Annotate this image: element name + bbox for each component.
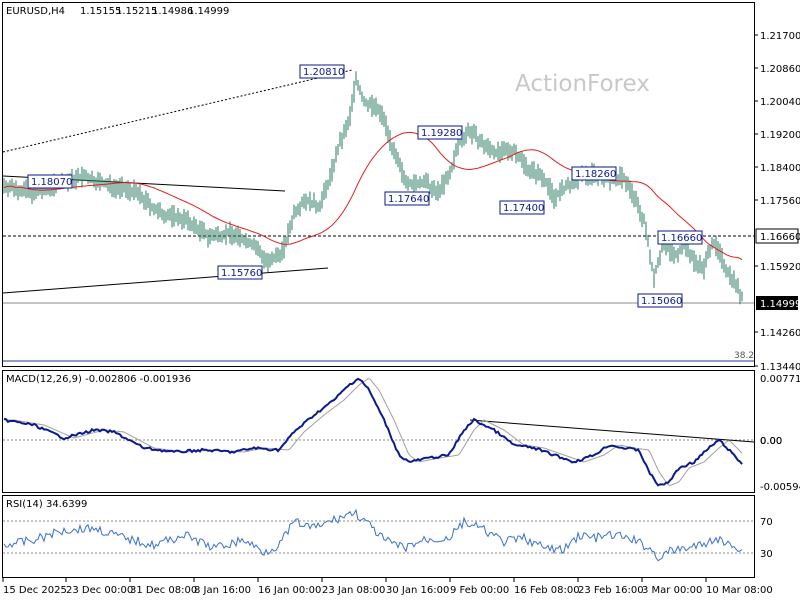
annotation-box — [571, 166, 617, 181]
rsi-title: RSI(14) 34.6399 — [6, 499, 87, 510]
macd-tick-label: 0.00 — [760, 436, 782, 447]
annotation-box — [217, 265, 263, 280]
price-bars — [3, 71, 743, 305]
current-price-text: 1.14999 — [760, 299, 800, 310]
rsi-panel-frame — [2, 495, 755, 578]
time-tick-label: 31 Dec 08:00 — [130, 585, 197, 596]
annotation-box — [417, 125, 463, 140]
time-tick-label: 23 Dec 00:00 — [66, 585, 133, 596]
dotted-trendline — [2, 69, 353, 153]
trendlines — [2, 69, 754, 362]
annotation-box — [384, 191, 430, 206]
macd-tick-label: 0.00 — [760, 436, 782, 447]
ma-line — [3, 131, 743, 261]
macd-signal-line — [4, 378, 743, 487]
annotation-label: 1.16660 — [661, 233, 702, 244]
low-value: 1.14986 — [152, 6, 193, 17]
annotation-label: 1.17400 — [503, 203, 544, 214]
time-tick-label: 23 Jan 08:00 — [322, 585, 385, 596]
macd-panel-frame — [2, 370, 755, 493]
lower-channel-line — [2, 267, 329, 294]
symbol-label: EURUSD,H4 — [6, 6, 65, 17]
current-price-box — [756, 296, 798, 310]
price-tick-label: 1.13440 — [760, 362, 800, 373]
annotation-label: 1.15760 — [221, 268, 262, 279]
price-tick-label: 1.18400 — [760, 163, 800, 174]
level-marker-text: 1.16660 — [760, 232, 800, 243]
annotation-box — [27, 174, 73, 189]
annotation-label: 1.20810 — [303, 67, 344, 78]
rsi-tick-label: 30 — [760, 549, 773, 560]
price-tick-label: 1.21700 — [760, 31, 800, 42]
time-tick-label: 23 Feb 16:00 — [578, 585, 644, 596]
time-tick-label: 3 Mar 00:00 — [642, 585, 702, 596]
macd-tick-label: 0.007712 — [760, 374, 800, 385]
annotation-label: 1.19280 — [421, 128, 462, 139]
price-tick-label: 1.14260 — [760, 328, 800, 339]
price-tick-label: 1.15920 — [760, 262, 800, 273]
macd-trendline — [469, 419, 755, 443]
open-value: 1.15155 — [80, 6, 121, 17]
time-tick-label: 8 Jan 16:00 — [194, 585, 251, 596]
price-tick-label: 1.20040 — [760, 97, 800, 108]
watermark: ActionForex — [515, 71, 650, 97]
macd-axis: 0.0077120.000.00-0.005944 — [760, 374, 800, 493]
rsi-axis: 70 30 — [760, 517, 773, 560]
rsi-tick-label: 70 — [760, 517, 773, 528]
annotation-label: 1.18070 — [31, 177, 72, 188]
time-tick-label: 16 Feb 08:00 — [514, 585, 580, 596]
annotation-box — [299, 64, 345, 79]
price-tick-label: 1.20860 — [760, 64, 800, 75]
rsi-line — [3, 508, 754, 562]
annotation-box — [657, 230, 703, 245]
rsi-line — [3, 508, 743, 562]
annotation-label: 1.17640 — [388, 194, 429, 205]
macd-lines — [3, 377, 755, 487]
macd-tick-label: -0.005944 — [760, 482, 800, 493]
price-tick-label: 1.19200 — [760, 130, 800, 141]
level-marker-box — [755, 228, 799, 244]
price-axis: 1.21700 1.20860 1.20040 1.19200 1.18400 1.175… — [754, 31, 800, 373]
close-value: 1.14999 — [188, 6, 229, 17]
high-value: 1.15215 — [116, 6, 157, 17]
annotation-box — [637, 293, 683, 308]
moving-average — [3, 131, 743, 261]
price-panel-frame — [2, 2, 755, 367]
price-tick-label: 1.17560 — [760, 196, 800, 207]
macd-line — [3, 377, 743, 487]
time-tick-label: 9 Feb 00:00 — [450, 585, 509, 596]
price-annotations: 1.20810 1.18070 1.19280 1.17640 1.17400 1.182… — [27, 64, 703, 308]
time-tick-label: 16 Jan 00:00 — [258, 585, 321, 596]
fib-label: 38.2 — [734, 351, 754, 361]
time-tick-label: 10 Mar 08:00 — [706, 585, 773, 596]
annotation-label: 1.15060 — [641, 296, 682, 307]
macd-title: MACD(12,26,9) -0.002806 -0.001936 — [6, 374, 191, 385]
time-tick-label: 30 Jan 16:00 — [386, 585, 449, 596]
annotation-label: 1.18260 — [575, 169, 616, 180]
time-tick-label: 15 Dec 2025 — [3, 585, 67, 596]
annotation-box — [499, 200, 545, 215]
